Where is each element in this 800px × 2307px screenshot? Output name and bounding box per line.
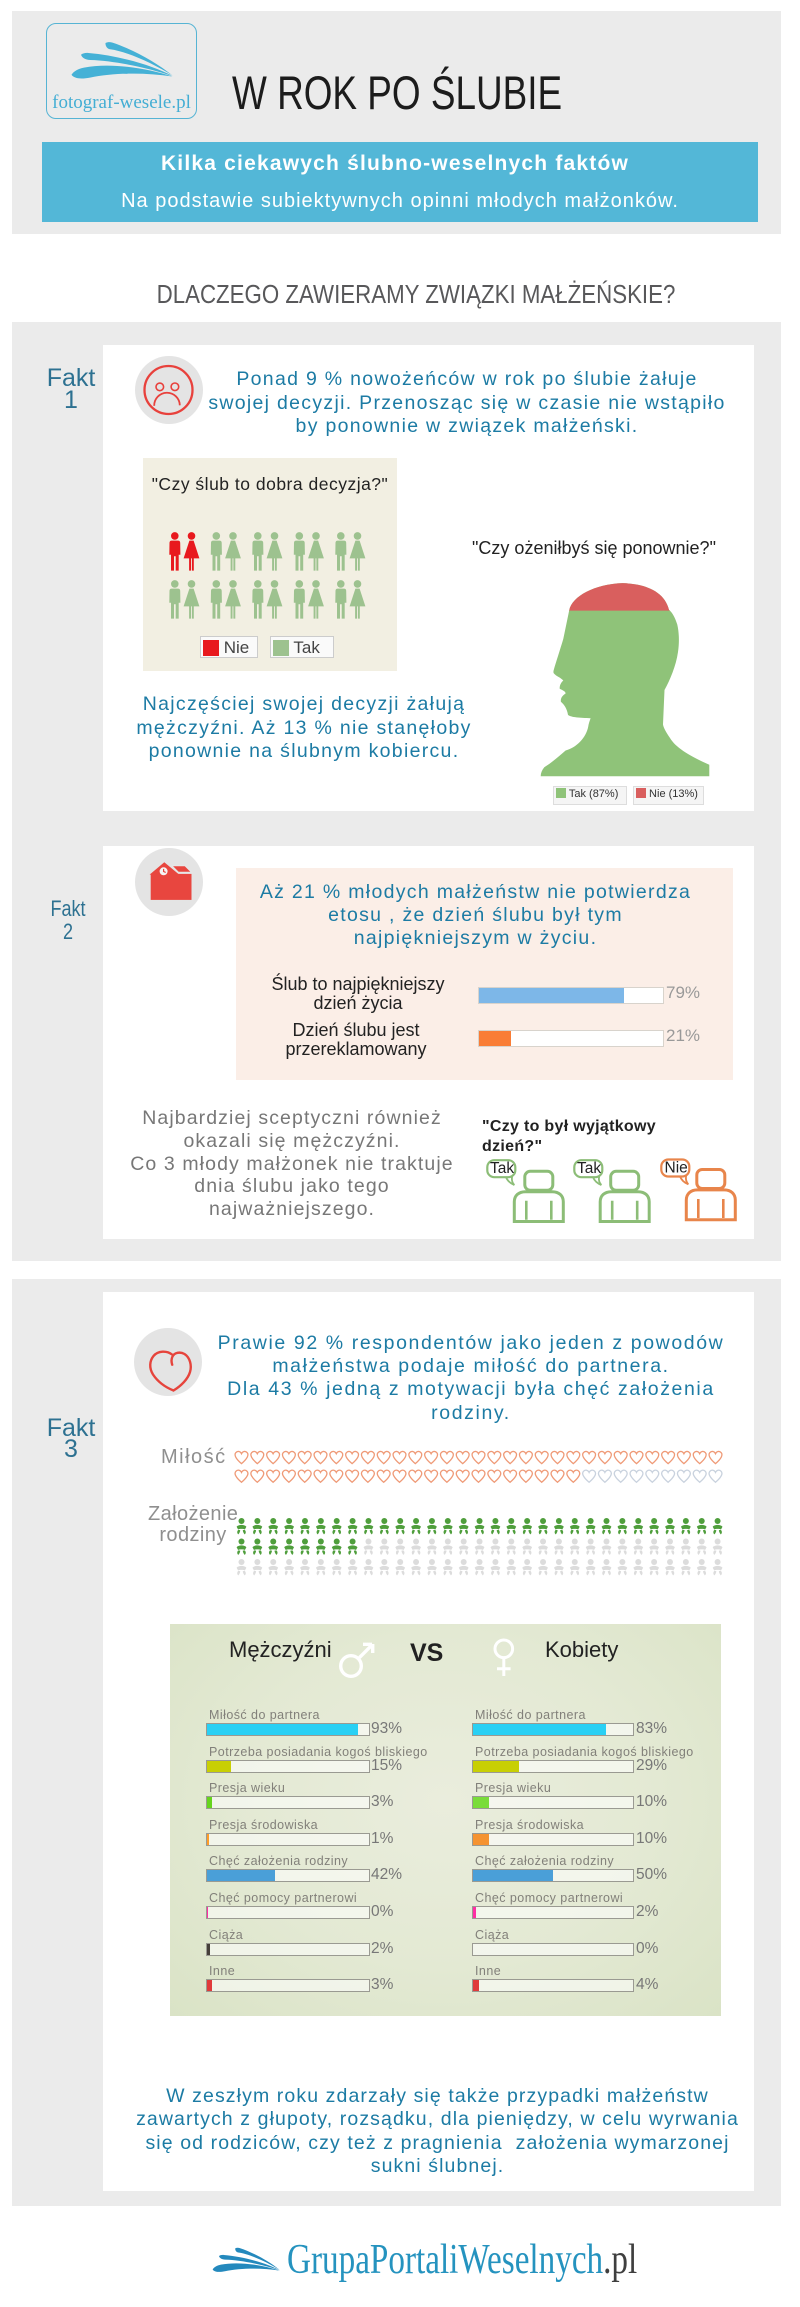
svg-text:Nie: Nie: [665, 1159, 688, 1176]
svg-text:Tak: Tak: [577, 1160, 601, 1177]
svg-text:Tak: Tak: [490, 1160, 514, 1177]
